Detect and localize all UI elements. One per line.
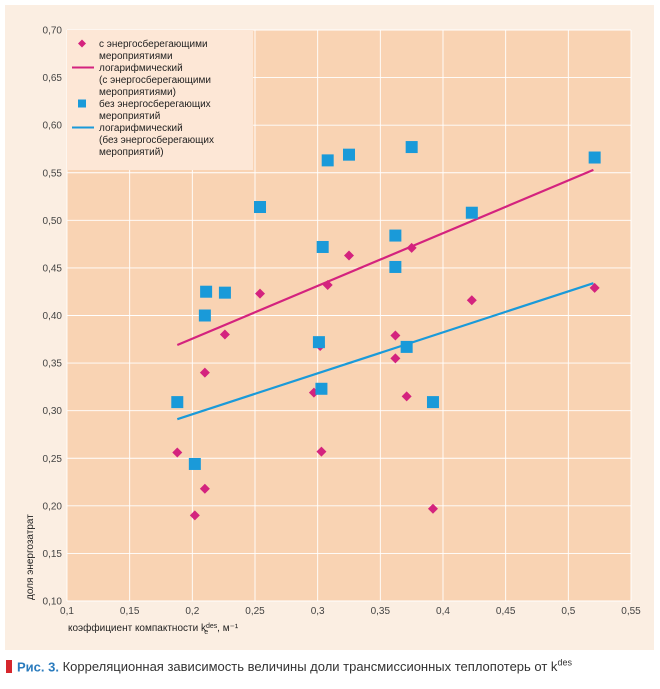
y-axis-label: доля энергозатрат bbox=[25, 514, 36, 600]
x-tick-label: 0,25 bbox=[245, 606, 265, 617]
point-without-measures bbox=[218, 286, 231, 299]
point-without-measures bbox=[389, 260, 402, 273]
legend-box bbox=[67, 30, 253, 170]
point-without-measures bbox=[312, 336, 325, 349]
y-tick-label: 0,15 bbox=[43, 549, 63, 560]
x-tick-label: 0,15 bbox=[120, 606, 140, 617]
x-tick-label: 0,45 bbox=[496, 606, 516, 617]
point-with-measures bbox=[199, 367, 210, 378]
point-without-measures bbox=[465, 206, 478, 219]
point-with-measures bbox=[316, 446, 327, 457]
y-tick-label: 0,30 bbox=[43, 406, 63, 417]
y-tick-label: 0,50 bbox=[43, 216, 63, 227]
point-without-measures bbox=[198, 309, 211, 322]
point-without-measures bbox=[200, 285, 213, 298]
point-with-measures bbox=[589, 282, 600, 293]
legend-label: (без энергосберегающих bbox=[99, 134, 214, 146]
point-with-measures bbox=[219, 329, 230, 340]
figure-label: Рис. 3. bbox=[17, 659, 59, 675]
x-tick-label: 0,1 bbox=[60, 606, 74, 617]
legend-marker-diamond bbox=[78, 39, 86, 48]
point-without-measures bbox=[254, 201, 267, 214]
point-without-measures bbox=[400, 340, 413, 353]
point-without-measures bbox=[588, 151, 601, 164]
x-axis-ticks: 0,1 0,15 0,2 0,25 0,3 0,35 0,4 0,45 0,5 0,55 bbox=[60, 606, 641, 617]
legend-label: мероприятиями bbox=[99, 51, 173, 62]
scatter-chart: 0,1 0,15 0,2 0,25 0,3 0,35 0,4 0,45 0,5 0,55 0,10… bbox=[25, 26, 641, 637]
y-tick-label: 0,55 bbox=[43, 168, 63, 179]
point-without-measures bbox=[389, 229, 402, 242]
point-with-measures bbox=[401, 391, 412, 402]
y-tick-label: 0,40 bbox=[43, 311, 63, 322]
point-without-measures bbox=[426, 396, 439, 409]
trend-line-3 bbox=[176, 282, 594, 421]
legend-label: (с энергосберегающими bbox=[99, 74, 211, 86]
point-with-measures bbox=[199, 483, 210, 494]
y-tick-label: 0,35 bbox=[43, 359, 63, 370]
legend-label: логарифмический bbox=[99, 62, 183, 74]
legend-label: логарифмический bbox=[99, 122, 183, 134]
y-axis-ticks: 0,10 0,15 0,20 0,25 0,30 0,35 0,40 0,45 0,50 0,55… bbox=[43, 26, 63, 608]
point-with-measures bbox=[466, 295, 477, 306]
legend-label: мероприятиями) bbox=[99, 87, 176, 98]
x-tick-label: 0,3 bbox=[311, 606, 325, 617]
y-tick-label: 0,70 bbox=[43, 26, 63, 37]
point-with-measures bbox=[344, 250, 354, 261]
trend-lines bbox=[176, 168, 594, 421]
figure-caption: Рис. 3. Корреляционная зависимость велич… bbox=[6, 658, 656, 682]
x-tick-label: 0,55 bbox=[621, 606, 641, 617]
point-with-measures bbox=[255, 288, 266, 299]
caption-text: Корреляционная зависимость величины доли… bbox=[62, 658, 572, 675]
y-tick-label: 0,25 bbox=[43, 454, 63, 465]
caption-marker bbox=[6, 660, 12, 674]
y-tick-label: 0,20 bbox=[43, 501, 63, 512]
y-tick-label: 0,45 bbox=[43, 263, 63, 274]
y-tick-label: 0,60 bbox=[43, 121, 63, 132]
data-points bbox=[171, 141, 601, 521]
point-without-measures bbox=[171, 396, 184, 409]
x-tick-label: 0,4 bbox=[436, 606, 450, 617]
point-without-measures bbox=[321, 154, 334, 167]
point-with-measures bbox=[189, 510, 200, 521]
legend-label: с энергосберегающими bbox=[99, 38, 208, 50]
trend-line-1 bbox=[176, 168, 594, 347]
legend-label: мероприятий bbox=[99, 111, 160, 122]
point-without-measures bbox=[188, 457, 201, 470]
point-without-measures bbox=[405, 141, 418, 154]
x-axis-label: коэффициент компактности kdes e, м⁻¹ bbox=[68, 622, 239, 636]
point-with-measures bbox=[322, 280, 333, 291]
point-without-measures bbox=[315, 382, 328, 395]
point-with-measures bbox=[172, 447, 183, 458]
point-with-measures bbox=[427, 503, 438, 514]
point-with-measures bbox=[406, 242, 417, 253]
x-tick-label: 0,2 bbox=[185, 606, 199, 617]
legend-label: без энергосберегающих bbox=[99, 98, 211, 110]
point-with-measures bbox=[390, 330, 401, 341]
x-tick-label: 0,35 bbox=[371, 606, 391, 617]
x-tick-label: 0,5 bbox=[561, 606, 575, 617]
legend: с энергосберегающимимероприятиямилогариф… bbox=[67, 30, 253, 170]
y-tick-label: 0,65 bbox=[43, 73, 63, 84]
point-without-measures bbox=[343, 148, 355, 161]
point-with-measures bbox=[390, 353, 401, 364]
point-without-measures bbox=[316, 240, 329, 253]
grid-lines bbox=[66, 29, 632, 602]
y-tick-label: 0,10 bbox=[43, 597, 63, 608]
legend-marker-square bbox=[78, 99, 86, 108]
legend-label: мероприятий) bbox=[99, 147, 164, 158]
